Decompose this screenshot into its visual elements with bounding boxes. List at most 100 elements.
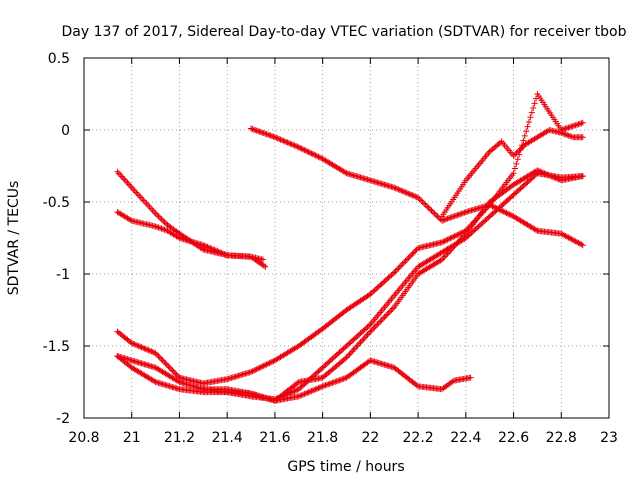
- data-point: [201, 242, 208, 249]
- data-point: [148, 348, 155, 355]
- data-point: [379, 279, 386, 286]
- data-point: [146, 347, 153, 354]
- data-point: [264, 360, 271, 367]
- data-point: [342, 355, 349, 362]
- data-point: [347, 339, 354, 346]
- data-point: [163, 227, 170, 234]
- data-point: [301, 146, 308, 153]
- data-point: [545, 172, 552, 179]
- data-point: [259, 129, 266, 136]
- data-point: [562, 131, 569, 138]
- data-point: [499, 201, 506, 208]
- data-point: [330, 379, 337, 386]
- data-point: [443, 237, 450, 244]
- data-point: [469, 228, 476, 235]
- data-point: [567, 133, 574, 140]
- x-axis-title: GPS time / hours: [287, 459, 404, 475]
- data-point: [451, 233, 458, 240]
- data-point: [416, 196, 423, 203]
- data-point: [412, 193, 419, 200]
- data-point: [450, 233, 457, 240]
- data-point: [305, 389, 312, 396]
- data-point: [394, 266, 401, 273]
- data-point: [299, 146, 306, 153]
- data-point: [452, 232, 459, 239]
- data-point: [365, 322, 372, 329]
- data-point: [385, 274, 392, 281]
- data-point: [523, 180, 530, 187]
- data-point: [408, 252, 415, 259]
- data-point: [374, 284, 381, 291]
- data-point: [364, 323, 371, 330]
- data-point: [506, 195, 513, 202]
- data-point: [302, 390, 309, 397]
- data-point: [511, 165, 518, 172]
- y-axis-title: SDTVAR / TECUs: [6, 181, 22, 296]
- data-point: [381, 314, 388, 321]
- data-point: [323, 360, 330, 367]
- data-point: [497, 203, 504, 210]
- data-point: [257, 129, 264, 136]
- data-point: [121, 176, 128, 183]
- data-point: [350, 346, 357, 353]
- data-point: [314, 385, 321, 392]
- data-point: [175, 378, 182, 385]
- chart-title: Day 137 of 2017, Sidereal Day-to-day VTE…: [61, 24, 626, 40]
- data-point: [525, 177, 532, 184]
- data-point: [455, 211, 462, 218]
- data-point: [491, 144, 498, 151]
- data-point: [521, 181, 528, 188]
- data-point: [516, 186, 523, 193]
- data-point: [490, 203, 497, 210]
- data-point: [344, 341, 351, 348]
- data-point: [516, 147, 523, 154]
- data-point: [256, 364, 263, 371]
- data-point: [579, 242, 586, 249]
- data-point: [497, 139, 504, 146]
- data-point: [262, 362, 269, 369]
- data-point: [285, 140, 292, 147]
- data-point: [326, 358, 333, 365]
- data-point: [260, 130, 267, 137]
- data-point: [312, 152, 319, 159]
- data-point: [319, 383, 326, 390]
- y-tick-label: -2: [56, 411, 70, 427]
- data-point: [158, 355, 165, 362]
- data-point: [402, 189, 409, 196]
- data-point: [458, 210, 465, 217]
- data-point: [413, 382, 420, 389]
- series-track-2: [114, 209, 266, 263]
- data-point: [342, 344, 349, 351]
- data-point: [367, 328, 374, 335]
- data-point: [499, 207, 506, 214]
- data-point: [123, 178, 129, 185]
- data-point: [346, 340, 353, 347]
- data-point: [157, 214, 164, 221]
- data-point: [160, 226, 167, 233]
- data-point: [339, 346, 346, 353]
- data-point: [537, 168, 544, 175]
- data-point: [155, 353, 162, 360]
- data-point: [308, 388, 315, 395]
- data-point: [281, 138, 288, 145]
- data-point: [409, 250, 416, 257]
- data-point: [371, 287, 378, 294]
- data-point: [460, 210, 467, 217]
- data-point: [503, 198, 510, 205]
- data-point: [255, 365, 262, 372]
- data-point: [358, 337, 365, 344]
- data-point: [208, 245, 215, 252]
- data-point: [387, 308, 394, 315]
- data-point: [329, 355, 336, 362]
- data-point: [168, 366, 175, 373]
- data-point: [523, 128, 530, 135]
- data-point: [295, 393, 302, 400]
- data-point: [518, 184, 525, 191]
- data-point: [139, 344, 146, 351]
- data-point: [524, 179, 531, 186]
- data-point: [212, 247, 219, 254]
- data-point: [403, 256, 410, 263]
- data-point: [252, 366, 259, 373]
- data-point: [248, 368, 255, 375]
- data-point: [399, 188, 406, 195]
